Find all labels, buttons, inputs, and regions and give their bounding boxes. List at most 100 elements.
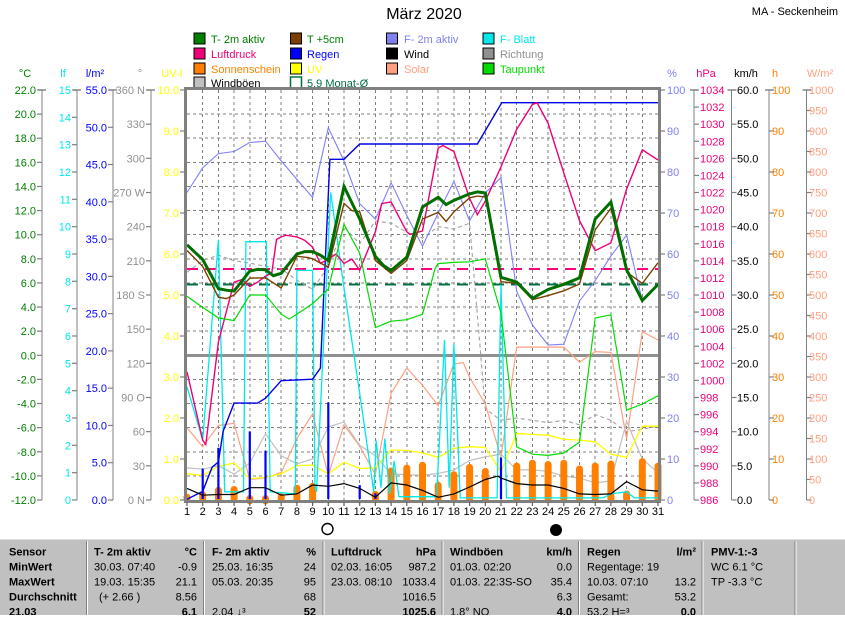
svg-text:1025.6: 1025.6 — [402, 607, 436, 616]
svg-text:1.8° NO: 1.8° NO — [450, 607, 490, 616]
svg-text:998: 998 — [700, 393, 718, 405]
svg-text:68: 68 — [304, 592, 316, 604]
svg-text:19.03. 15:35: 19.03. 15:35 — [94, 577, 155, 589]
svg-text:120: 120 — [127, 358, 145, 370]
svg-text:988: 988 — [700, 478, 718, 490]
svg-text:22: 22 — [511, 506, 523, 518]
svg-text:l/m²: l/m² — [86, 68, 105, 80]
svg-text:TP -3.3 °C: TP -3.3 °C — [711, 577, 762, 589]
svg-text:40.0: 40.0 — [86, 197, 107, 209]
svg-text:14: 14 — [59, 112, 71, 124]
svg-text:0 N: 0 N — [128, 495, 145, 507]
svg-text:21.1: 21.1 — [176, 577, 197, 589]
svg-text:6.0: 6.0 — [164, 249, 179, 261]
svg-text:10.0: 10.0 — [737, 427, 758, 439]
svg-text:60: 60 — [133, 427, 145, 439]
svg-text:0.0: 0.0 — [557, 562, 572, 574]
svg-text:150: 150 — [127, 324, 145, 336]
svg-text:Taupunkt: Taupunkt — [500, 64, 545, 76]
svg-text:800: 800 — [809, 167, 827, 179]
svg-text:20: 20 — [772, 413, 784, 425]
svg-text:0.0: 0.0 — [21, 350, 36, 362]
svg-text:17: 17 — [432, 506, 444, 518]
svg-text:1033.4: 1033.4 — [402, 577, 436, 589]
svg-text:52: 52 — [304, 607, 316, 616]
svg-text:11: 11 — [338, 506, 349, 518]
svg-text:hPa: hPa — [696, 68, 716, 80]
svg-text:50.0: 50.0 — [86, 122, 107, 134]
svg-text:10: 10 — [667, 454, 679, 466]
svg-text:1016: 1016 — [700, 239, 724, 251]
svg-text:20.0: 20.0 — [15, 109, 36, 121]
svg-text:40: 40 — [772, 331, 784, 343]
svg-text:80: 80 — [772, 167, 784, 179]
svg-text:3: 3 — [215, 506, 221, 518]
svg-text:5: 5 — [247, 506, 253, 518]
svg-text:1024: 1024 — [700, 170, 724, 182]
svg-text:0: 0 — [65, 495, 71, 507]
svg-text:°: ° — [138, 68, 142, 80]
svg-text:5.0: 5.0 — [737, 461, 752, 473]
svg-text:Luftdruck: Luftdruck — [211, 49, 257, 61]
svg-text:4.0: 4.0 — [21, 302, 36, 314]
svg-text:90: 90 — [772, 126, 784, 138]
svg-text:8.0: 8.0 — [21, 254, 36, 266]
svg-text:MinWert: MinWert — [9, 562, 53, 574]
svg-text:40.0: 40.0 — [737, 222, 758, 234]
svg-text:01.03. 02:20: 01.03. 02:20 — [450, 562, 511, 574]
svg-text:30: 30 — [667, 372, 679, 384]
svg-text:70: 70 — [772, 208, 784, 220]
svg-text:990: 990 — [700, 461, 718, 473]
svg-text:250: 250 — [809, 393, 827, 405]
svg-text:10: 10 — [59, 222, 71, 234]
svg-text:Luftdruck: Luftdruck — [331, 547, 383, 559]
svg-text:100: 100 — [809, 454, 827, 466]
svg-text:270 W: 270 W — [113, 188, 145, 200]
svg-text:Wind: Wind — [404, 49, 429, 61]
svg-text:8.0: 8.0 — [164, 167, 179, 179]
svg-text:10.0: 10.0 — [15, 230, 36, 242]
svg-text:-12.0: -12.0 — [11, 495, 36, 507]
svg-text:T- 2m aktiv: T- 2m aktiv — [211, 34, 265, 46]
svg-text:1002: 1002 — [700, 358, 724, 370]
svg-text:16.0: 16.0 — [15, 157, 36, 169]
svg-text:F- Blatt: F- Blatt — [500, 34, 535, 46]
svg-text:70: 70 — [667, 208, 679, 220]
svg-text:-4.0: -4.0 — [17, 399, 36, 411]
svg-text:4.0: 4.0 — [557, 607, 572, 616]
svg-text:180 S: 180 S — [116, 290, 145, 302]
svg-text:0.0: 0.0 — [737, 495, 752, 507]
svg-text:6.3: 6.3 — [557, 592, 572, 604]
svg-text:7.0: 7.0 — [164, 208, 179, 220]
svg-text:15: 15 — [59, 85, 71, 97]
svg-text:0: 0 — [772, 495, 778, 507]
svg-text:15.0: 15.0 — [737, 393, 758, 405]
svg-text:6: 6 — [65, 331, 71, 343]
svg-text:1020: 1020 — [700, 205, 724, 217]
svg-text:10.0: 10.0 — [158, 85, 179, 97]
svg-text:90: 90 — [667, 126, 679, 138]
svg-text:MA - Seckenheim: MA - Seckenheim — [752, 6, 838, 18]
svg-text:1016.5: 1016.5 — [402, 592, 436, 604]
svg-text:50: 50 — [772, 290, 784, 302]
svg-text:9: 9 — [65, 249, 71, 261]
svg-text:8: 8 — [294, 506, 300, 518]
svg-text:30: 30 — [636, 506, 648, 518]
svg-text:1022: 1022 — [700, 188, 724, 200]
svg-text:02.03. 16:05: 02.03. 16:05 — [331, 562, 392, 574]
svg-text:-10.0: -10.0 — [11, 471, 36, 483]
svg-text:20.0: 20.0 — [86, 346, 107, 358]
svg-text:1: 1 — [65, 468, 71, 480]
svg-text:23.03. 08:10: 23.03. 08:10 — [331, 577, 392, 589]
svg-text:1032: 1032 — [700, 102, 724, 114]
svg-text:35.0: 35.0 — [86, 234, 107, 246]
svg-text:1006: 1006 — [700, 324, 724, 336]
svg-text:MaxWert: MaxWert — [9, 577, 55, 589]
svg-text:700: 700 — [809, 208, 827, 220]
svg-text:Solar: Solar — [404, 64, 430, 76]
svg-text:12.0: 12.0 — [15, 206, 36, 218]
svg-text:9.0: 9.0 — [164, 126, 179, 138]
svg-text:8: 8 — [65, 276, 71, 288]
svg-text:13: 13 — [369, 506, 381, 518]
svg-text:53.2: 53.2 — [675, 592, 696, 604]
